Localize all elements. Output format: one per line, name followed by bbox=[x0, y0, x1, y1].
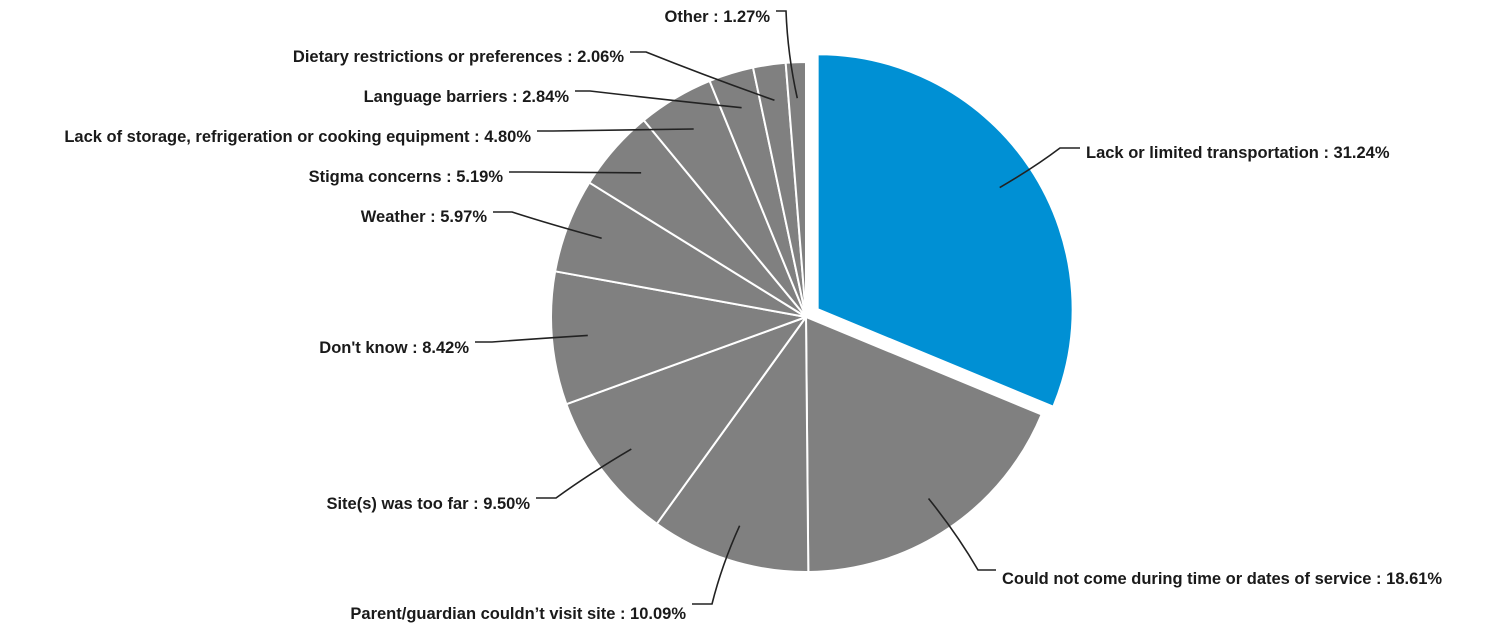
slice-labels: Lack or limited transportation : 31.24% C… bbox=[64, 8, 1442, 623]
slice-label-stigma-concerns: Stigma concerns : 5.19% bbox=[309, 168, 504, 186]
slice-label-dietary-restrictions-or-preferences: Dietary restrictions or preferences : 2.… bbox=[293, 48, 624, 66]
slice-label-don-t-know: Don't know : 8.42% bbox=[319, 339, 469, 357]
leader-line-parent-guardian-couldn-t-visit-site bbox=[692, 525, 741, 605]
leader-line-other bbox=[776, 10, 799, 99]
leader-line-could-not-come-during-time-or-dates-of-service bbox=[927, 498, 996, 571]
leader-line-dietary-restrictions-or-preferences bbox=[630, 51, 775, 102]
leader-line-language-barriers bbox=[575, 90, 742, 109]
slice-label-lack-or-limited-transportation: Lack or limited transportation : 31.24% bbox=[1086, 144, 1390, 162]
slice-label-language-barriers: Language barriers : 2.84% bbox=[364, 88, 570, 106]
slice-label-site-s-was-too-far: Site(s) was too far : 9.50% bbox=[326, 495, 530, 513]
pie-slices bbox=[550, 53, 1074, 573]
slice-label-could-not-come-during-time-or-dates-of-service: Could not come during time or dates of s… bbox=[1002, 570, 1442, 588]
pie-slice-other bbox=[784, 61, 807, 318]
leader-line-lack-of-storage-refrigeration-or-cooking-equipment bbox=[537, 128, 694, 132]
slice-label-weather: Weather : 5.97% bbox=[361, 208, 488, 226]
leader-line-site-s-was-too-far bbox=[536, 448, 632, 499]
pie-slice-site-s-was-too-far bbox=[565, 316, 807, 525]
leader-lines bbox=[475, 10, 1080, 605]
pie-slice-parent-guardian-couldn-t-visit-site bbox=[655, 316, 810, 573]
slice-label-lack-of-storage-refrigeration-or-cooking-equipment: Lack of storage, refrigeration or cookin… bbox=[64, 128, 531, 146]
slice-label-other: Other : 1.27% bbox=[665, 8, 771, 26]
leader-line-weather bbox=[493, 211, 602, 240]
leader-line-don-t-know bbox=[475, 334, 588, 343]
slice-label-parent-guardian-couldn-t-visit-site: Parent/guardian couldn’t visit site : 10… bbox=[350, 605, 686, 623]
leader-line-lack-or-limited-transportation bbox=[999, 147, 1080, 189]
pie-slice-lack-or-limited-transportation bbox=[816, 53, 1074, 408]
pie-slice-could-not-come-during-time-or-dates-of-service bbox=[805, 316, 1043, 573]
leader-line-stigma-concerns bbox=[509, 171, 642, 174]
